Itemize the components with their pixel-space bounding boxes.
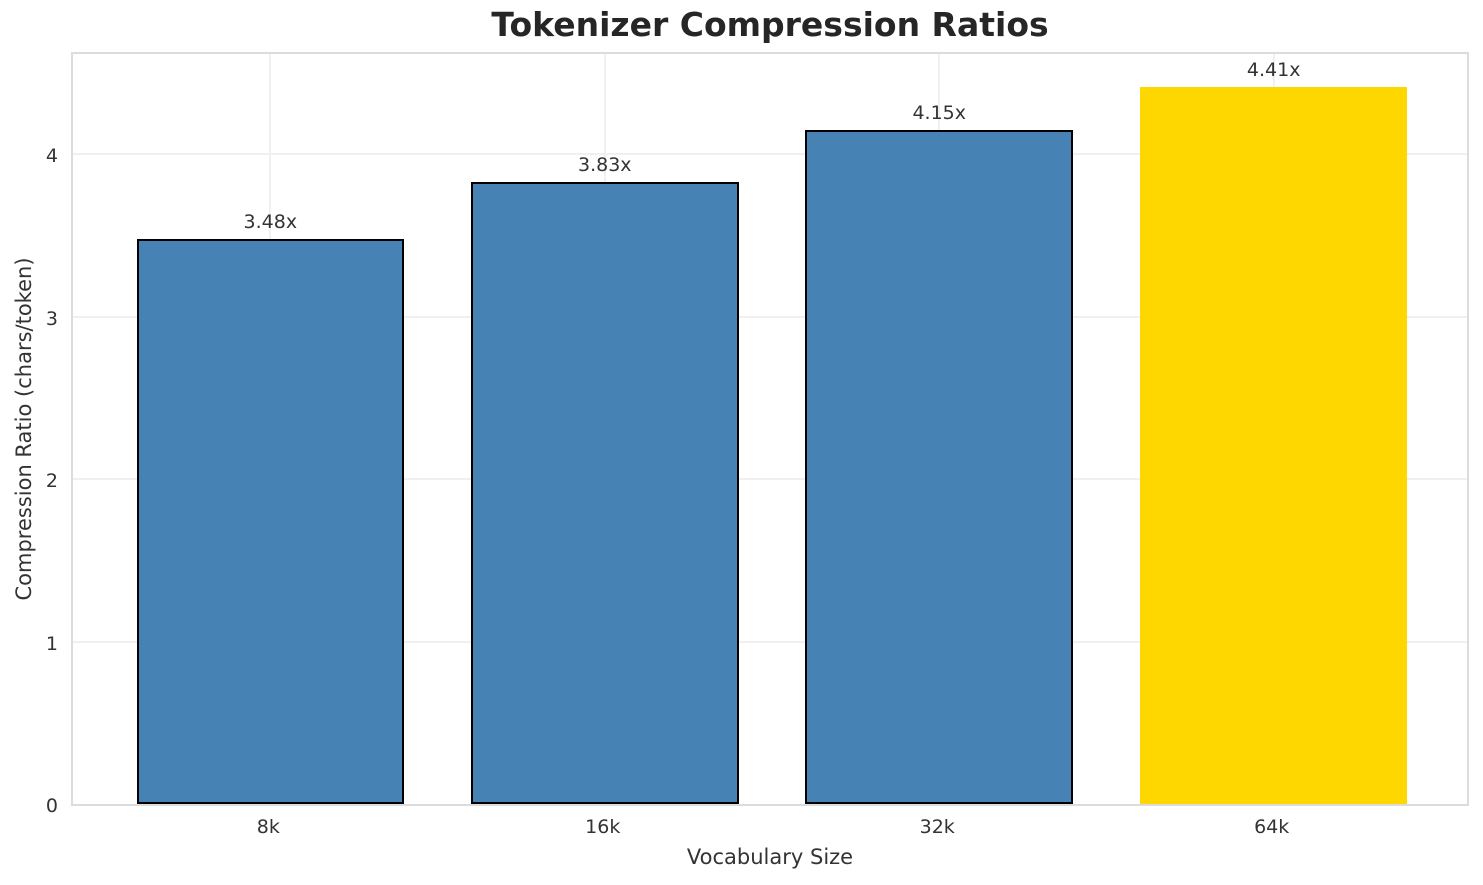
- bar-8k: [136, 238, 405, 804]
- plot-area: 3.48x 3.83x 4.15x 4.41x: [71, 52, 1469, 806]
- x-tick-label: 8k: [256, 816, 280, 838]
- x-tick-label: 64k: [1254, 816, 1290, 838]
- y-tick-label: 3: [45, 307, 58, 330]
- bar-value-label: 3.48x: [243, 210, 298, 233]
- bar-value-label: 4.41x: [1246, 59, 1301, 82]
- chart-title: Tokenizer Compression Ratios: [491, 5, 1049, 44]
- y-tick-label: 2: [45, 470, 58, 492]
- bar-32k: [805, 129, 1073, 804]
- x-tick-label: 16k: [585, 816, 621, 838]
- bar-value-label: 4.15x: [912, 101, 966, 124]
- bar-16k: [470, 181, 739, 804]
- h-gridline: [73, 315, 1467, 318]
- y-tick-label: 0: [45, 795, 58, 817]
- h-gridline: [73, 640, 1467, 643]
- h-gridline: [73, 478, 1467, 480]
- y-axis-label: Compression Ratio (chars/token): [12, 257, 36, 601]
- y-tick-label: 4: [45, 145, 58, 167]
- x-tick-label: 32k: [919, 816, 955, 838]
- y-tick-label: 1: [45, 632, 58, 655]
- bar-64k: [1139, 87, 1408, 804]
- h-gridline: [73, 153, 1467, 155]
- x-axis-label: Vocabulary Size: [686, 845, 854, 869]
- bar-value-label: 3.83x: [577, 153, 632, 176]
